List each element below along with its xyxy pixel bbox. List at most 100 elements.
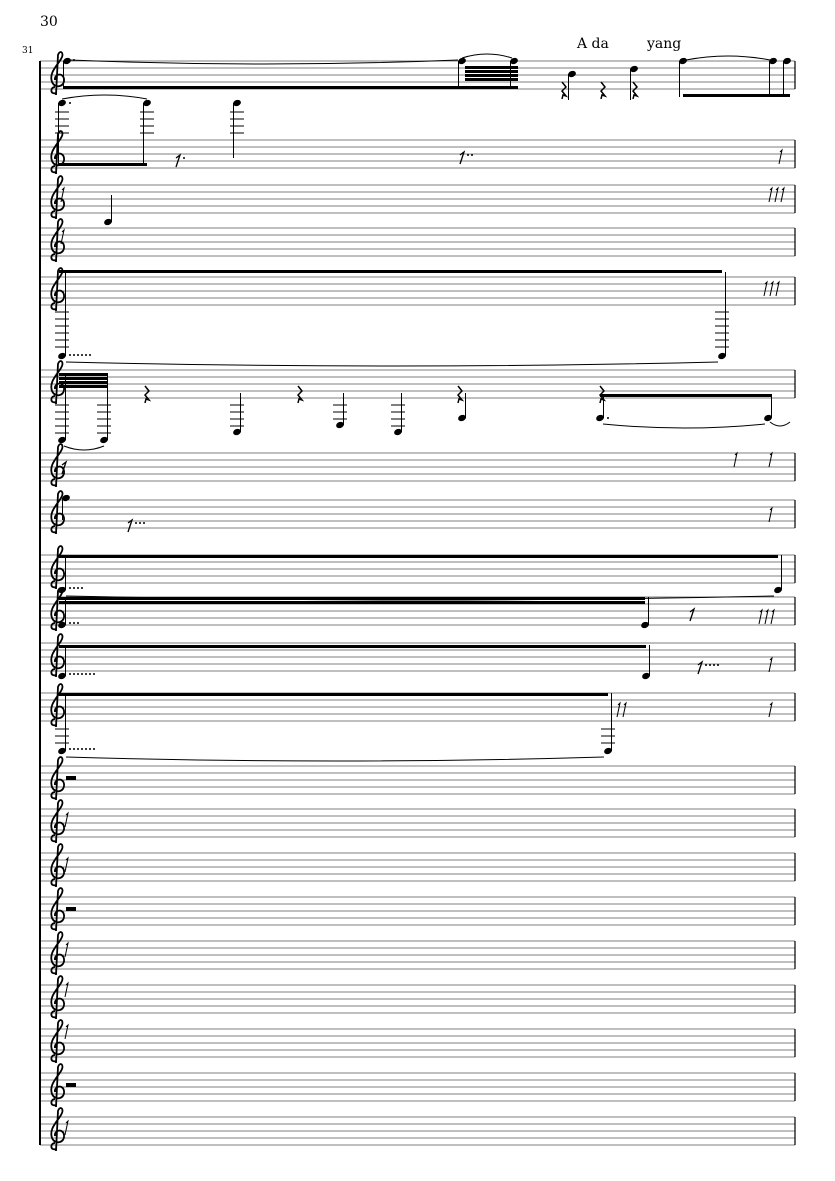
- note-head: [769, 57, 777, 65]
- short-rest-icon: [733, 451, 738, 468]
- treble-clef-icon: [50, 443, 65, 488]
- note-head: [104, 218, 112, 226]
- rest-icon: [61, 460, 68, 475]
- dot: [183, 157, 185, 159]
- dot: [85, 354, 87, 356]
- treble-clef-icon: [50, 683, 65, 728]
- note-head: [510, 57, 518, 65]
- dot: [81, 673, 83, 675]
- dot: [77, 673, 79, 675]
- dot: [69, 748, 71, 750]
- beam: [59, 270, 722, 273]
- dot: [135, 522, 137, 524]
- dot: [77, 748, 79, 750]
- beam: [59, 385, 108, 388]
- note-head: [58, 586, 66, 594]
- quarter-rest-icon: [599, 81, 608, 100]
- dot: [471, 154, 473, 156]
- tie: [461, 53, 513, 59]
- short-rest-icon: [64, 856, 69, 873]
- beam: [59, 377, 108, 380]
- short-rest-icon: [64, 981, 69, 998]
- rest-icon: [127, 518, 134, 533]
- treble-clef-icon: [50, 1063, 65, 1108]
- tie: [61, 94, 148, 100]
- note-head: [458, 414, 466, 422]
- tie: [69, 59, 459, 65]
- dot: [69, 102, 71, 104]
- beam: [465, 78, 518, 81]
- dot: [607, 417, 609, 419]
- treble-clef-icon: [50, 545, 65, 590]
- dot: [81, 587, 83, 589]
- dot: [81, 354, 83, 356]
- short-rest-icon: [768, 656, 773, 673]
- tie: [65, 756, 605, 762]
- dot: [709, 664, 711, 666]
- short-rest-icon: [774, 186, 779, 203]
- treble-clef-icon: [50, 130, 65, 175]
- beam: [465, 74, 518, 77]
- short-rest-icon: [775, 280, 780, 297]
- note-head: [596, 414, 604, 422]
- beam: [59, 381, 108, 384]
- treble-clef-icon: [50, 51, 65, 96]
- short-rest-icon: [768, 186, 773, 203]
- note-head: [100, 436, 108, 444]
- dot: [89, 354, 91, 356]
- rest-icon: [175, 153, 182, 168]
- note-head: [774, 586, 782, 594]
- short-rest-icon: [768, 701, 773, 718]
- note-head: [58, 436, 66, 444]
- beam: [465, 66, 518, 69]
- dot: [69, 622, 71, 624]
- note-head: [458, 57, 466, 65]
- short-rest-icon: [64, 811, 69, 828]
- dot: [77, 587, 79, 589]
- short-rest-icon: [778, 148, 783, 165]
- treble-clef-icon: [50, 799, 65, 844]
- tie: [685, 55, 771, 61]
- beam: [59, 163, 147, 166]
- treble-clef-icon: [50, 887, 65, 932]
- dot: [73, 673, 75, 675]
- dot: [139, 522, 141, 524]
- beam: [59, 601, 645, 604]
- treble-clef-icon: [50, 931, 65, 976]
- note-head: [58, 621, 66, 629]
- beam: [600, 394, 772, 397]
- tie: [63, 445, 105, 451]
- lyric-syllable: yang: [647, 36, 682, 52]
- whole-rest-icon: [66, 907, 76, 911]
- tie: [769, 421, 791, 427]
- note-head: [604, 747, 612, 755]
- quarter-rest-icon: [560, 81, 569, 100]
- note-head: [143, 99, 151, 107]
- treble-clef-icon: [50, 490, 65, 535]
- short-rest-icon: [768, 506, 773, 523]
- dot: [89, 748, 91, 750]
- rest-icon: [459, 150, 466, 165]
- quarter-rest-icon: [631, 81, 640, 100]
- dot: [73, 587, 75, 589]
- short-rest-icon: [758, 608, 763, 625]
- short-rest-icon: [60, 186, 65, 203]
- treble-clef-icon: [50, 1019, 65, 1064]
- dot: [69, 354, 71, 356]
- treble-clef-icon: [50, 1107, 65, 1152]
- dot: [705, 664, 707, 666]
- note-head: [783, 57, 791, 65]
- dot: [467, 154, 469, 156]
- quarter-rest-icon: [456, 385, 465, 404]
- note-head: [679, 57, 687, 65]
- dot: [717, 664, 719, 666]
- beam: [683, 94, 790, 97]
- dot: [93, 673, 95, 675]
- dot: [85, 673, 87, 675]
- note-head: [394, 428, 402, 436]
- dot: [73, 622, 75, 624]
- whole-rest-icon: [66, 1083, 76, 1087]
- dot: [69, 673, 71, 675]
- treble-clef-icon: [50, 756, 65, 801]
